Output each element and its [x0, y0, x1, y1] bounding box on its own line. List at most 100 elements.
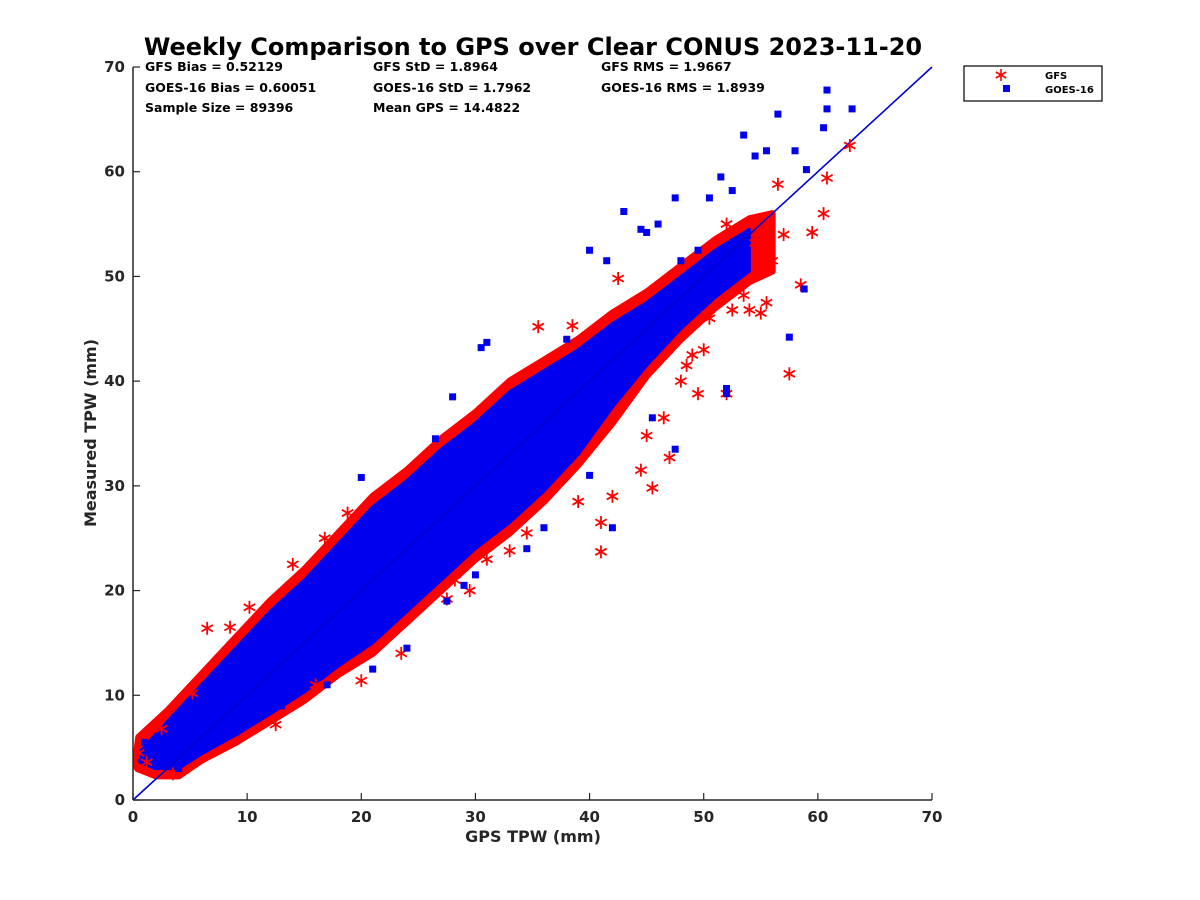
gfs-point [663, 451, 676, 465]
gfs-point [820, 171, 834, 185]
gfs-point [480, 552, 493, 566]
point-cloud [133, 210, 776, 780]
gfs-point [355, 674, 368, 688]
gfs-point [606, 489, 619, 503]
x-tick-label: 30 [465, 808, 486, 826]
gfs-point [817, 207, 830, 221]
goes-16-point [334, 555, 342, 563]
goes-16-point [717, 173, 725, 181]
gfs-point [806, 225, 819, 239]
legend-marker-goes-16 [1003, 85, 1010, 92]
goes-16-point [431, 435, 439, 443]
goes-16-point [694, 246, 702, 254]
one-to-one-line [132, 66, 933, 801]
gfs-point [760, 296, 773, 310]
x-tick-label: 20 [351, 808, 372, 826]
goes-16-point [232, 660, 240, 668]
stat-goes-std: GOES-16 StD = 1.7962 [373, 80, 531, 95]
gfs-point [640, 429, 653, 443]
goes-16-point [677, 257, 685, 265]
gfs-point [572, 495, 585, 509]
gfs-point [657, 411, 670, 425]
gfs-point [726, 303, 739, 317]
chart-title: Weekly Comparison to GPS over Clear CONU… [144, 33, 922, 61]
goes-16-point [723, 384, 731, 392]
goes-16-point [277, 702, 285, 710]
stat-sample-size: Sample Size = 89396 [145, 100, 294, 115]
goes-16-cloud-band [137, 227, 751, 771]
legend-label-gfs: GFS [1045, 71, 1067, 82]
gfs-point [674, 374, 687, 388]
goes-16-point [197, 744, 205, 752]
gfs-point [843, 139, 856, 153]
axis-ticks: 0 10 20 30 40 50 60 70 0 10 20 30 40 50 60 70 [104, 58, 942, 826]
goes-16-point [603, 257, 611, 265]
gfs-point [737, 288, 750, 302]
goes-16-point [471, 571, 479, 579]
goes-16-point [608, 524, 616, 532]
goes-16-point [175, 723, 183, 731]
gfs-point [286, 557, 299, 571]
goes-16-point [705, 194, 713, 202]
goes-16-point [823, 86, 831, 94]
stats-block: GFS Bias = 0.52129 GFS StD = 1.8964 GFS … [145, 59, 765, 115]
gfs-point [594, 545, 608, 559]
gfs-point [703, 311, 716, 325]
goes-16-point [511, 403, 519, 411]
goes-16-point [820, 124, 828, 132]
goes-16-point [751, 152, 759, 160]
goes-16-point [774, 110, 782, 118]
legend: GFS GOES-16 [963, 65, 1103, 102]
y-tick-label: 70 [104, 58, 125, 76]
gfs-point [186, 686, 199, 700]
gfs-point [634, 463, 648, 477]
y-tick-label: 10 [104, 686, 125, 704]
y-tick-label: 60 [104, 163, 125, 181]
gfs-point [309, 678, 322, 692]
goes-16-point [586, 246, 594, 254]
goes-16-point [563, 445, 571, 453]
goes-16-point [529, 382, 536, 390]
goes-16-point [152, 762, 160, 770]
gfs-point [341, 506, 354, 520]
goes-16-point [643, 228, 651, 236]
goes-16-point [802, 166, 810, 174]
goes-16-point [460, 581, 468, 589]
legend-marker-gfs [995, 69, 1007, 81]
y-tick-label: 20 [104, 582, 125, 600]
x-tick-label: 60 [807, 808, 828, 826]
gfs-point [680, 358, 693, 372]
goes-16-point [266, 628, 274, 636]
y-tick-label: 40 [104, 372, 125, 390]
goes-16-point [823, 105, 831, 113]
gfs-point [691, 387, 705, 401]
goes-16-point [540, 524, 548, 532]
goes-16-point [791, 147, 799, 155]
gfs-point [783, 367, 796, 381]
series-gfs [132, 139, 856, 781]
x-tick-label: 10 [237, 808, 258, 826]
goes-16-point [477, 344, 485, 352]
stat-gfs-std: GFS StD = 1.8964 [373, 59, 498, 74]
gfs-point [646, 481, 659, 495]
gfs-point [697, 343, 710, 357]
goes-16-point [523, 545, 531, 553]
gfs-point [766, 254, 779, 268]
legend-label-goes-16: GOES-16 [1045, 85, 1094, 96]
goes-16-point [723, 390, 731, 398]
y-tick-label: 30 [104, 477, 125, 495]
x-tick-label: 50 [693, 808, 714, 826]
goes-16-point [762, 147, 770, 155]
x-tick-label: 40 [579, 808, 600, 826]
gfs-point [520, 526, 533, 540]
series-goes-16 [140, 86, 856, 773]
gfs-point [155, 722, 168, 736]
stat-mean-gps: Mean GPS = 14.4822 [373, 100, 520, 115]
gfs-point [269, 718, 282, 732]
gfs-point [594, 516, 608, 530]
gfs-point [223, 620, 237, 634]
gfs-point [612, 272, 625, 286]
x-axis-label: GPS TPW (mm) [465, 827, 601, 846]
goes-16-point [586, 471, 594, 479]
gfs-point [771, 177, 785, 191]
